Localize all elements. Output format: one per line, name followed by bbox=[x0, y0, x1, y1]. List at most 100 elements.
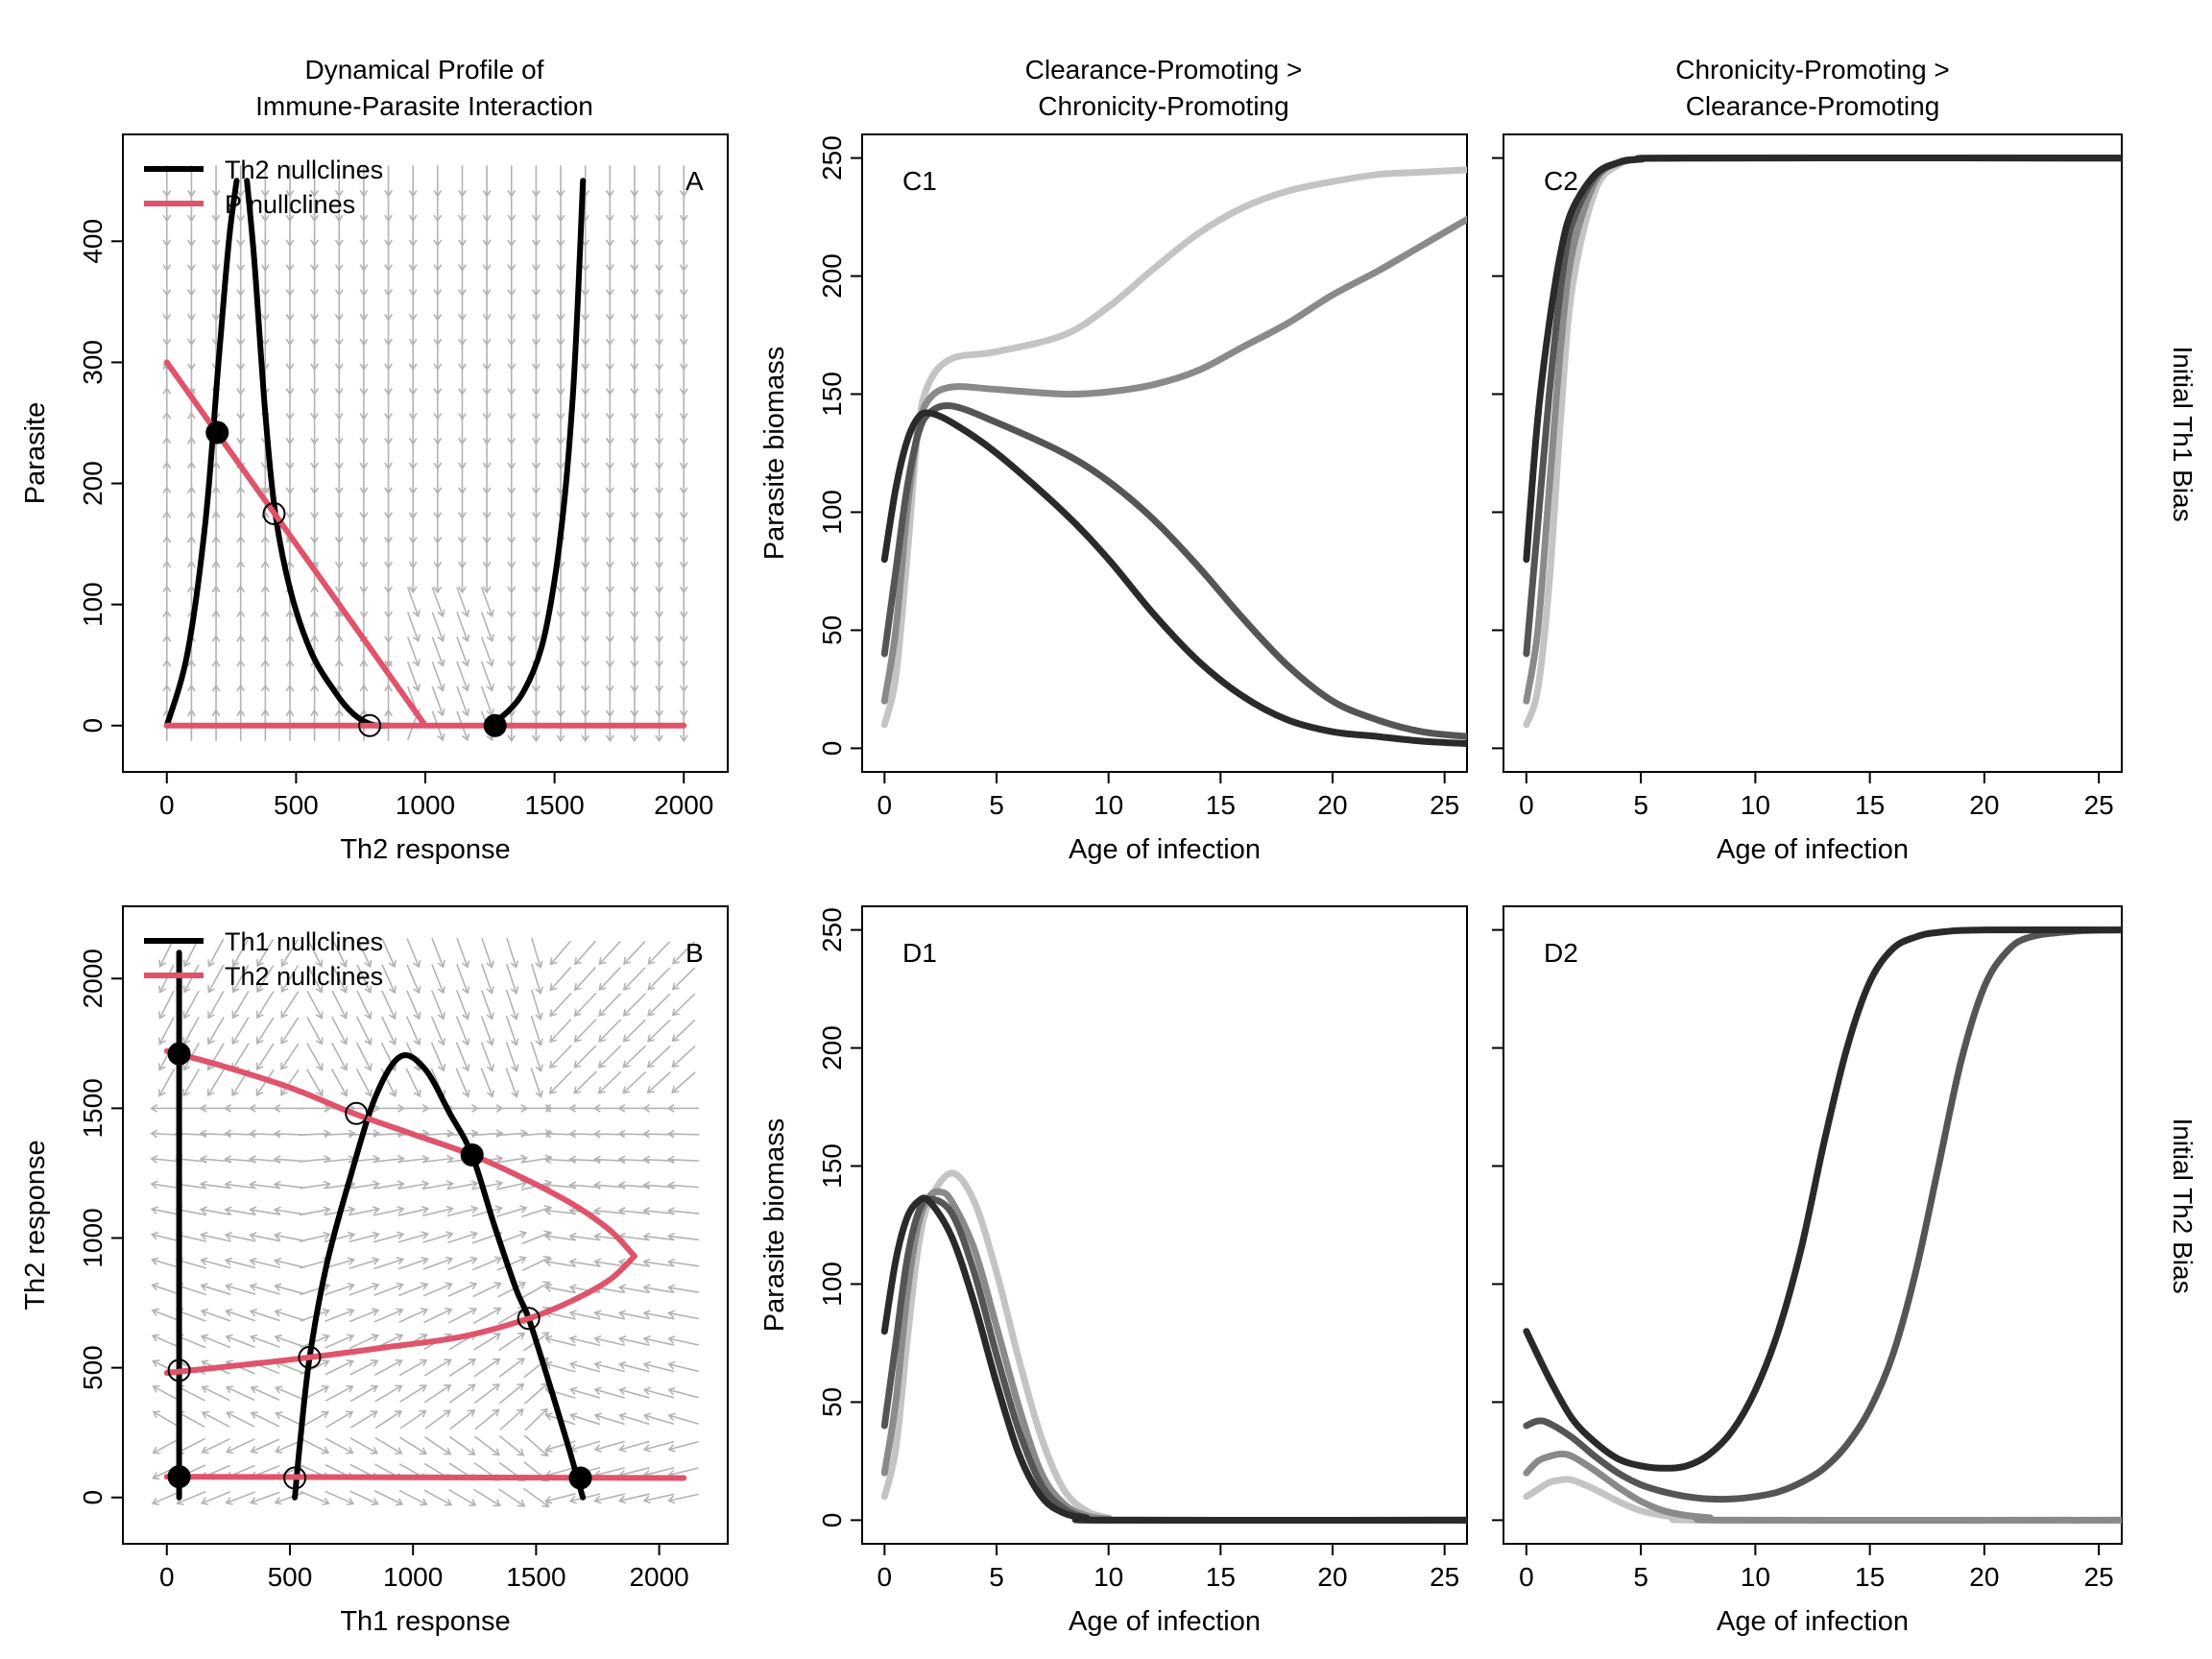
vector-arrow bbox=[449, 1436, 474, 1455]
vector-arrow bbox=[160, 965, 174, 993]
x-tick-label: 0 bbox=[878, 790, 893, 820]
series-line-3 bbox=[884, 220, 1467, 702]
vector-arrow bbox=[407, 938, 419, 967]
y-tick-label: 250 bbox=[817, 135, 847, 180]
vector-arrow bbox=[599, 994, 620, 1016]
vector-arrow bbox=[506, 1042, 517, 1070]
panel-c2-timeseries: 0 5 10 15 20 25Age of infectionC2 bbox=[1492, 134, 2122, 865]
vector-arrow bbox=[332, 1069, 348, 1095]
vector-arrow bbox=[669, 1494, 699, 1501]
vector-arrow bbox=[457, 990, 469, 1019]
red-nullcline bbox=[167, 1477, 684, 1478]
vector-arrow bbox=[482, 661, 493, 690]
series-line-3 bbox=[884, 1191, 1467, 1520]
vector-arrow bbox=[648, 1020, 670, 1041]
row-label-top: Initial Th1 Bias bbox=[2168, 346, 2198, 521]
red-nullcline bbox=[167, 1051, 635, 1257]
y-tick-label: 0 bbox=[78, 1490, 108, 1505]
vector-arrow bbox=[399, 1360, 426, 1376]
y-tick-label: 200 bbox=[817, 253, 847, 299]
vector-arrow bbox=[498, 1489, 524, 1506]
vector-arrow bbox=[382, 965, 395, 993]
vector-arrow bbox=[425, 1437, 451, 1455]
vector-arrow bbox=[473, 1309, 500, 1323]
stable-equilibrium bbox=[485, 715, 506, 736]
vector-arrow bbox=[408, 637, 419, 665]
panel-label: B bbox=[685, 938, 704, 968]
vector-arrow bbox=[482, 613, 493, 641]
vector-arrow bbox=[474, 1359, 499, 1377]
vector-arrow bbox=[669, 1338, 699, 1345]
vector-arrow bbox=[482, 990, 493, 1019]
vector-arrow bbox=[474, 1436, 498, 1455]
vector-arrow bbox=[525, 1409, 547, 1431]
y-tick-label: 200 bbox=[817, 1025, 847, 1070]
vector-arrow bbox=[599, 941, 620, 964]
y-axis-label: Parasite bbox=[20, 402, 51, 504]
vector-arrow bbox=[457, 964, 468, 993]
vector-arrow bbox=[624, 968, 645, 990]
x-tick-label: 10 bbox=[1094, 1562, 1123, 1592]
vector-arrow bbox=[425, 1410, 450, 1429]
x-tick-label: 1500 bbox=[524, 790, 584, 820]
x-tick-label: 15 bbox=[1206, 790, 1236, 820]
panel-d2-timeseries: 0 5 10 15 20 25Age of infectionD2 bbox=[1492, 906, 2122, 1637]
vector-arrow bbox=[276, 1362, 304, 1374]
panel-label: D2 bbox=[1544, 938, 1578, 968]
vector-arrow bbox=[648, 1072, 671, 1094]
vector-arrow bbox=[574, 1046, 595, 1068]
vector-arrow bbox=[648, 1046, 670, 1067]
vector-arrow bbox=[208, 991, 224, 1018]
vector-arrow bbox=[382, 939, 395, 967]
vector-arrow bbox=[449, 1384, 474, 1403]
vector-arrow bbox=[432, 938, 444, 967]
vector-arrow bbox=[349, 1285, 378, 1295]
vector-arrow bbox=[407, 991, 420, 1019]
black-nullcline bbox=[485, 180, 583, 726]
vector-arrow bbox=[522, 1258, 550, 1271]
vector-arrow bbox=[475, 1409, 499, 1429]
vector-arrow bbox=[668, 1134, 699, 1135]
panel-a-phase-plane: 0 500 1000 1500 20000100200300400Th2 respons… bbox=[20, 134, 728, 865]
y-axis-label: Parasite biomass bbox=[759, 347, 790, 560]
x-tick-label: 0 bbox=[878, 1562, 893, 1592]
vector-arrow bbox=[307, 1043, 323, 1070]
vector-arrow bbox=[551, 941, 571, 964]
stable-equilibrium bbox=[462, 1144, 483, 1166]
panel-label: C1 bbox=[902, 166, 937, 196]
vector-arrow bbox=[474, 1489, 500, 1505]
vector-arrow bbox=[498, 1334, 524, 1351]
vector-arrow bbox=[506, 1068, 517, 1096]
vector-arrow bbox=[500, 1409, 523, 1430]
vector-arrow bbox=[575, 941, 595, 964]
x-tick-label: 2000 bbox=[629, 1562, 688, 1592]
x-tick-label: 0 bbox=[159, 1562, 175, 1592]
vector-arrow bbox=[457, 613, 468, 641]
vector-arrow bbox=[350, 1360, 377, 1375]
vector-arrow bbox=[350, 1438, 377, 1454]
x-tick-label: 1000 bbox=[383, 1562, 443, 1592]
vector-arrow bbox=[400, 1411, 425, 1429]
vector-arrow bbox=[481, 1068, 493, 1096]
panel-d1-timeseries: 0 5 10 15 20 25050100150200250Age of infectio… bbox=[759, 906, 1467, 1637]
series-line-3 bbox=[1527, 158, 2122, 702]
x-axis-label: Age of infection bbox=[1717, 1606, 1909, 1637]
x-tick-label: 15 bbox=[1855, 790, 1885, 820]
vector-arrow bbox=[349, 1310, 378, 1322]
panel-b-phase-plane: 0 500 1000 1500 20000500100015002000Th1 resp… bbox=[20, 906, 728, 1637]
panel-label: C2 bbox=[1544, 166, 1578, 196]
vector-arrow bbox=[599, 968, 620, 990]
y-tick-label: 0 bbox=[817, 741, 847, 757]
vector-arrow bbox=[575, 994, 596, 1016]
vector-arrow bbox=[423, 1310, 451, 1323]
vector-arrow bbox=[184, 1017, 199, 1044]
vector-arrow bbox=[307, 991, 322, 1018]
x-tick-label: 10 bbox=[1094, 790, 1123, 820]
vector-arrow bbox=[457, 1016, 469, 1045]
y-tick-label: 1500 bbox=[78, 1078, 108, 1138]
vector-arrow bbox=[623, 1071, 645, 1093]
vector-arrow bbox=[202, 1336, 230, 1348]
vector-arrow bbox=[449, 1359, 475, 1376]
vector-arrow bbox=[550, 967, 570, 990]
vector-arrow bbox=[232, 1044, 249, 1070]
